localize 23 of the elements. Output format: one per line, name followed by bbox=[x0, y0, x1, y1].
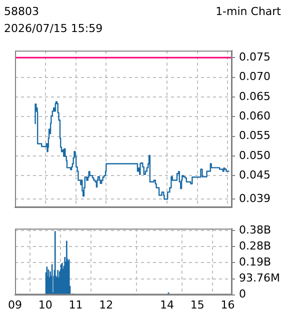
y-tick-label: 0.045 bbox=[239, 168, 270, 182]
x-tick-label: 11 bbox=[68, 298, 83, 312]
x-tick-label: 15 bbox=[190, 298, 204, 312]
y-tick-label: 0.075 bbox=[239, 50, 270, 64]
x-tick-label: 09 bbox=[8, 298, 22, 312]
chart-title: 58803 bbox=[4, 5, 39, 19]
y-tick-label: 0.060 bbox=[239, 109, 270, 122]
y-tick-label: 0.055 bbox=[239, 129, 270, 142]
y-tick-label: 0.065 bbox=[239, 90, 270, 103]
chart-subtitle: 2026/07/15 15:59 bbox=[4, 22, 103, 36]
y-tick-label: 0.039 bbox=[239, 192, 270, 206]
x-tick-label: 10 bbox=[38, 298, 52, 312]
y-tick-label: 0.050 bbox=[239, 148, 270, 162]
y-tick-label: 0 bbox=[239, 288, 246, 301]
text: 1-min Chart bbox=[216, 5, 281, 19]
x-tick-label: 14 bbox=[160, 298, 174, 312]
y-tick-label: 0.070 bbox=[239, 70, 270, 84]
x-tick-label: 12 bbox=[99, 298, 114, 312]
y-tick-label: 0.28B bbox=[239, 240, 272, 253]
x-tick-label: 16 bbox=[220, 298, 235, 312]
y-tick-label: 93.76M bbox=[239, 272, 280, 285]
y-tick-label: 0.38B bbox=[239, 224, 272, 237]
y-tick-label: 0.19B bbox=[239, 256, 272, 269]
